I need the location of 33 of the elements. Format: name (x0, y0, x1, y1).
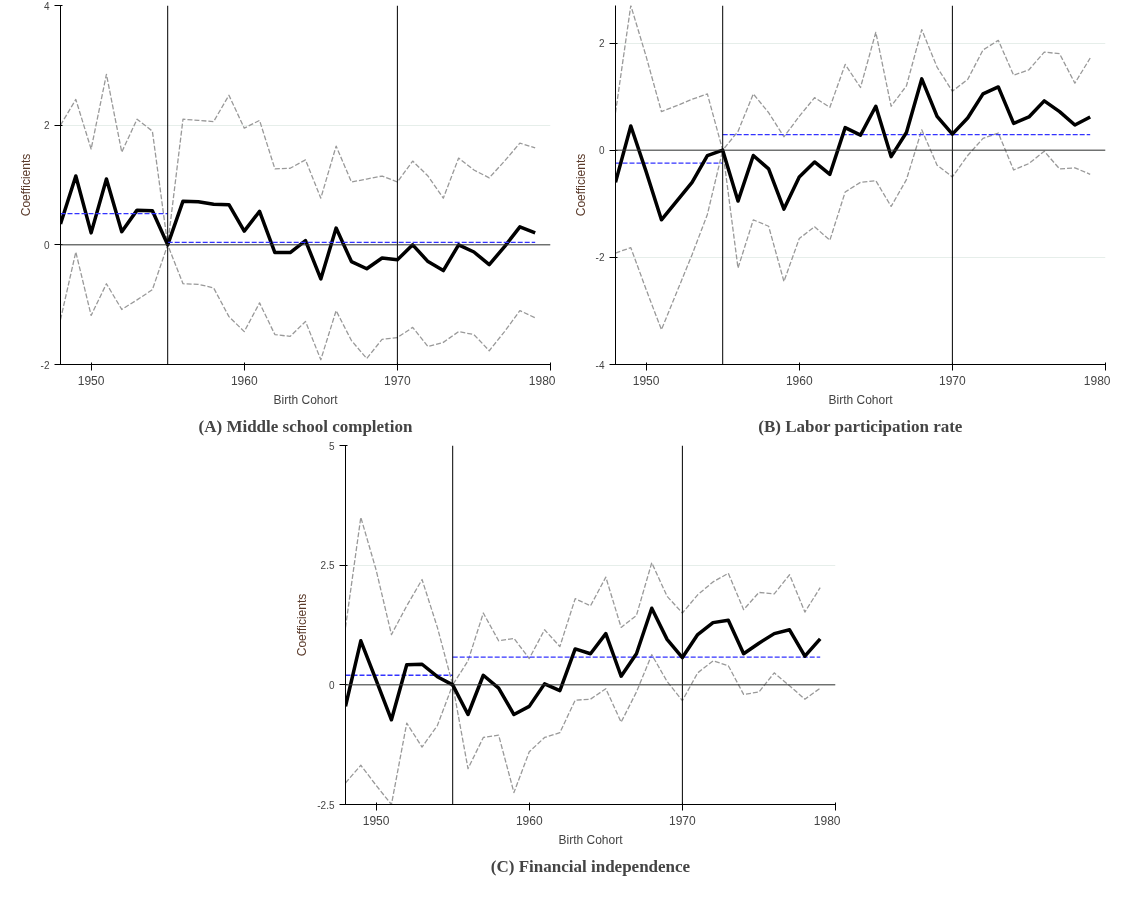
x-tick-label: 1950 (632, 373, 660, 388)
x-tick-label: 1970 (384, 373, 412, 388)
y-tick-label: 0 (43, 239, 50, 251)
y-tick-label: 4 (43, 0, 50, 12)
y-axis-title: Coefficients (295, 593, 310, 657)
x-tick-label: 1960 (785, 373, 813, 388)
x-tick-label: 1960 (230, 373, 258, 388)
x-axis-title: Birth Cohort (273, 392, 339, 407)
x-tick-label: 1960 (515, 813, 543, 828)
y-tick-label: 2.5 (320, 560, 335, 572)
y-tick-label: 2 (43, 120, 50, 132)
text: (B) Labor participation rate (758, 416, 963, 436)
x-axis-title: Birth Cohort (558, 832, 624, 847)
x-tick-label: 1980 (528, 373, 556, 388)
x-tick-label: 1970 (669, 813, 697, 828)
text: (A) Middle school completion (198, 416, 413, 436)
y-tick-label: -4 (595, 359, 605, 371)
x-axis-title: Birth Cohort (828, 392, 894, 407)
text: (C) Financial independence (490, 856, 691, 876)
y-axis-title: Coefficients (18, 153, 33, 217)
y-tick-label: 2 (598, 38, 605, 50)
y-axis-title: Coefficients (573, 153, 588, 217)
y-tick-label: -2 (595, 252, 605, 264)
x-tick-label: 1950 (362, 813, 390, 828)
y-tick-label: -2 (40, 359, 50, 371)
x-tick-label: 1970 (939, 373, 967, 388)
x-tick-label: 1980 (813, 813, 841, 828)
x-tick-label: 1980 (1083, 373, 1111, 388)
y-tick-label: 0 (598, 145, 605, 157)
x-tick-label: 1950 (77, 373, 105, 388)
y-tick-label: -2.5 (317, 799, 335, 811)
y-tick-label: 5 (328, 440, 335, 452)
y-tick-label: 0 (328, 679, 335, 691)
